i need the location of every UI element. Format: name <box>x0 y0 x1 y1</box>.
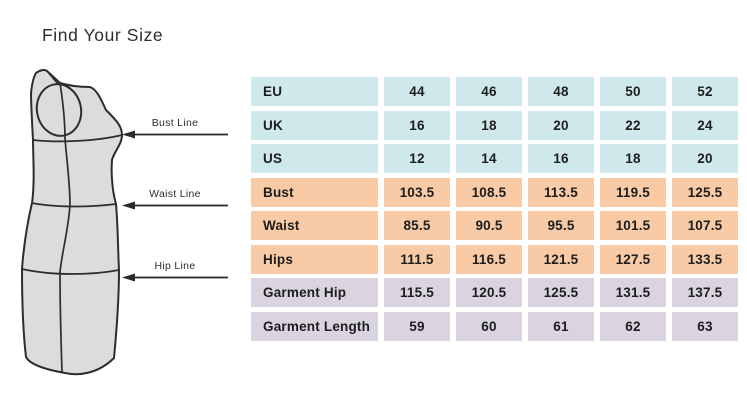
row-header-eu: EU <box>251 77 378 106</box>
page-title: Find Your Size <box>42 24 164 45</box>
size-value-cell: 24 <box>672 110 738 140</box>
bust-line-label: Bust Line <box>151 117 199 129</box>
measurement-value-cell: 119.5 <box>600 177 666 207</box>
size-value-cell: 52 <box>672 77 738 106</box>
hip-line-label: Hip Line <box>154 260 196 272</box>
row-header-us: US <box>251 144 378 173</box>
garment-value-cell: 137.5 <box>672 278 738 307</box>
measurement-value-cell: 108.5 <box>456 177 522 207</box>
hip-line-annotation: Hip Line <box>122 260 228 282</box>
measurement-value-cell: 95.5 <box>528 211 594 240</box>
garment-value-cell: 62 <box>600 311 666 341</box>
waist-line-label: Waist Line <box>149 188 201 200</box>
measurement-value-cell: 103.5 <box>384 177 450 207</box>
row-header-garment-length: Garment Length <box>251 311 378 341</box>
size-value-cell: 12 <box>384 144 450 173</box>
garment-value-cell: 125.5 <box>528 278 594 307</box>
garment-value-cell: 61 <box>528 311 594 341</box>
size-value-cell: 48 <box>528 77 594 106</box>
dress-form-icon <box>21 68 123 376</box>
size-value-cell: 20 <box>528 110 594 140</box>
row-header-hips: Hips <box>251 244 378 274</box>
row-header-bust: Bust <box>251 177 378 207</box>
measurement-value-cell: 121.5 <box>528 244 594 274</box>
size-value-cell: 16 <box>528 144 594 173</box>
bust-line-annotation: Bust Line <box>122 117 228 139</box>
measurement-value-cell: 133.5 <box>672 244 738 274</box>
measurement-value-cell: 90.5 <box>456 211 522 240</box>
garment-value-cell: 59 <box>384 311 450 341</box>
garment-value-cell: 120.5 <box>456 278 522 307</box>
size-value-cell: 44 <box>384 77 450 106</box>
size-value-cell: 50 <box>600 77 666 106</box>
garment-value-cell: 60 <box>456 311 522 341</box>
left-arrow-icon <box>122 130 228 139</box>
measurement-value-cell: 113.5 <box>528 177 594 207</box>
measurement-value-cell: 107.5 <box>672 211 738 240</box>
measurement-value-cell: 101.5 <box>600 211 666 240</box>
garment-value-cell: 131.5 <box>600 278 666 307</box>
row-header-uk: UK <box>251 110 378 140</box>
measurement-value-cell: 127.5 <box>600 244 666 274</box>
measurement-value-cell: 116.5 <box>456 244 522 274</box>
row-header-garment-hip: Garment Hip <box>251 278 378 307</box>
size-chart-table: EU 44 46 48 50 52 UK 16 18 20 22 24 US 1… <box>251 77 738 341</box>
left-arrow-icon <box>122 201 228 210</box>
size-value-cell: 18 <box>456 110 522 140</box>
waist-line-annotation: Waist Line <box>122 188 228 210</box>
size-value-cell: 14 <box>456 144 522 173</box>
left-arrow-icon <box>122 273 228 282</box>
size-value-cell: 46 <box>456 77 522 106</box>
size-value-cell: 22 <box>600 110 666 140</box>
garment-value-cell: 115.5 <box>384 278 450 307</box>
row-header-waist: Waist <box>251 211 378 240</box>
size-value-cell: 18 <box>600 144 666 173</box>
measurement-value-cell: 111.5 <box>384 244 450 274</box>
measurement-value-cell: 125.5 <box>672 177 738 207</box>
garment-value-cell: 63 <box>672 311 738 341</box>
measurement-value-cell: 85.5 <box>384 211 450 240</box>
size-value-cell: 20 <box>672 144 738 173</box>
size-value-cell: 16 <box>384 110 450 140</box>
